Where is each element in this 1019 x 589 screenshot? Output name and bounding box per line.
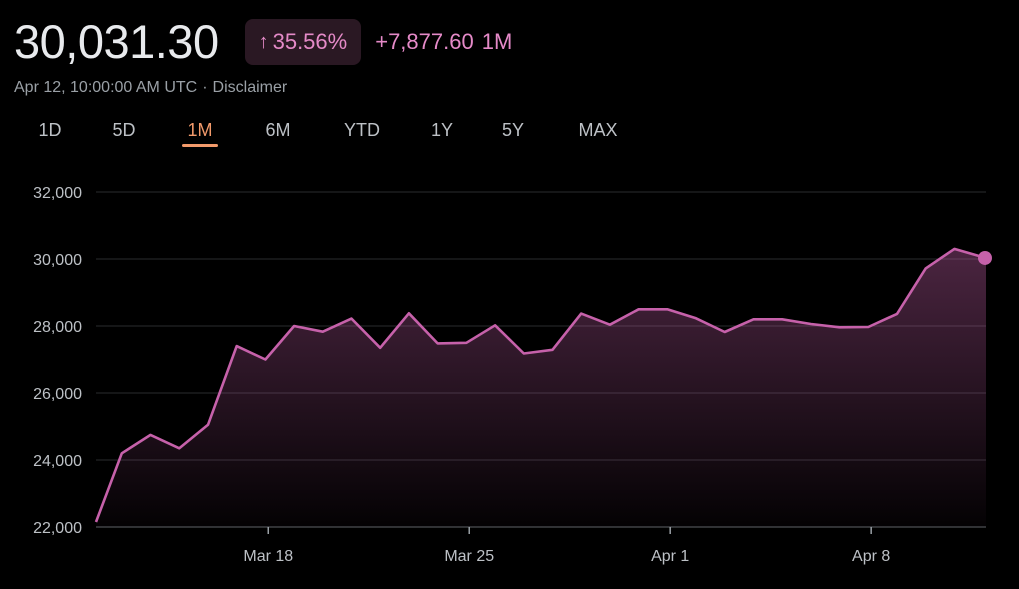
tab-ytd[interactable]: YTD (344, 120, 380, 140)
x-tick-label: Mar 25 (444, 548, 494, 565)
y-tick-label: 24,000 (33, 453, 82, 470)
y-tick-label: 28,000 (33, 319, 82, 336)
price-row: 30,031.30 ↑ 35.56% +7,877.60 1M (14, 14, 512, 70)
change-period: 1M (481, 29, 513, 54)
range-tabs: 1D 5D 1M 6M YTD 1Y 5Y MAX (0, 116, 700, 152)
tab-5d[interactable]: 5D (112, 120, 136, 140)
price-meta: Apr 12, 10:00:00 AM UTC · Disclaimer (14, 79, 287, 97)
y-tick-label: 32,000 (33, 185, 82, 202)
y-tick-label: 30,000 (33, 252, 82, 269)
tab-1m[interactable]: 1M (187, 120, 213, 140)
y-tick-label: 26,000 (33, 386, 82, 403)
timestamp: Apr 12, 10:00:00 AM UTC (14, 79, 198, 96)
absolute-change-value: +7,877.60 (375, 29, 474, 54)
x-tick-label: Apr 8 (852, 548, 890, 565)
x-axis-labels: Mar 18 Mar 25 Apr 1 Apr 8 (243, 527, 890, 565)
meta-separator: · (202, 79, 208, 96)
tab-5y[interactable]: 5Y (501, 120, 525, 140)
percent-change-badge: ↑ 35.56% (244, 19, 362, 65)
price-line (94, 247, 987, 523)
tab-1d[interactable]: 1D (38, 120, 62, 140)
x-tick-label: Mar 18 (243, 548, 293, 565)
tab-6m[interactable]: 6M (265, 120, 291, 140)
latest-price-marker[interactable] (978, 250, 992, 265)
arrow-up-icon: ↑ (258, 30, 269, 53)
x-tick-label: Apr 1 (651, 548, 689, 565)
percent-change-value: 35.56% (272, 29, 348, 54)
y-axis-labels: 32,000 30,000 28,000 26,000 24,000 22,000 (33, 185, 82, 537)
active-tab-indicator (182, 144, 218, 147)
current-price: 30,031.30 (14, 15, 219, 68)
disclaimer-link[interactable]: Disclaimer (212, 79, 288, 96)
y-tick-label: 22,000 (33, 520, 82, 537)
tab-max[interactable]: MAX (578, 120, 618, 140)
absolute-change: +7,877.60 1M (375, 29, 512, 55)
price-area (96, 248, 986, 527)
tab-1y[interactable]: 1Y (430, 120, 454, 140)
